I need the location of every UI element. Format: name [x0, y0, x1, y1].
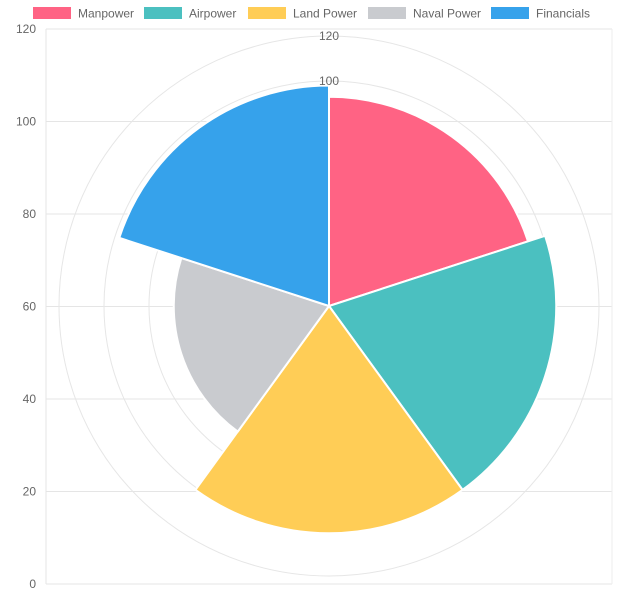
y-tick-label: 40 — [23, 392, 37, 406]
slice-naval-power[interactable] — [172, 257, 330, 433]
legend-label: Airpower — [189, 7, 236, 21]
legend-item-manpower[interactable]: Manpower — [33, 7, 134, 21]
legend-item-airpower[interactable]: Airpower — [144, 7, 236, 21]
legend-swatch — [33, 7, 71, 19]
legend: Manpower Airpower Land Power Naval Power Fin… — [33, 7, 590, 21]
legend-label: Naval Power — [413, 7, 481, 21]
slice-manpower[interactable] — [328, 95, 530, 307]
legend-item-financials[interactable]: Financials — [491, 7, 590, 21]
y-axis: 0 20 40 60 80 100 120 — [16, 22, 36, 591]
legend-swatch — [491, 7, 529, 19]
legend-swatch — [144, 7, 182, 19]
legend-item-land-power[interactable]: Land Power — [248, 7, 357, 21]
slice-airpower[interactable] — [328, 234, 558, 491]
y-tick-label: 60 — [23, 300, 37, 314]
y-tick-label: 0 — [29, 577, 36, 591]
y-tick-label: 20 — [23, 485, 37, 499]
radial-tick-label: 120 — [319, 29, 339, 43]
slice-land-power[interactable] — [194, 305, 464, 535]
radial-gridline — [58, 35, 600, 577]
legend-swatch — [248, 7, 286, 19]
legend-item-naval-power[interactable]: Naval Power — [368, 7, 481, 21]
slice-financials[interactable] — [118, 84, 330, 307]
slices — [118, 84, 558, 535]
radial-tick-label: 100 — [319, 74, 339, 88]
legend-label: Land Power — [293, 7, 357, 21]
legend-swatch — [368, 7, 406, 19]
legend-label: Manpower — [78, 7, 134, 21]
legend-label: Financials — [536, 7, 590, 21]
radial-ticks: 100 120 — [319, 29, 339, 88]
y-tick-label: 100 — [16, 115, 36, 129]
y-tick-label: 80 — [23, 207, 37, 221]
y-tick-label: 120 — [16, 22, 36, 36]
